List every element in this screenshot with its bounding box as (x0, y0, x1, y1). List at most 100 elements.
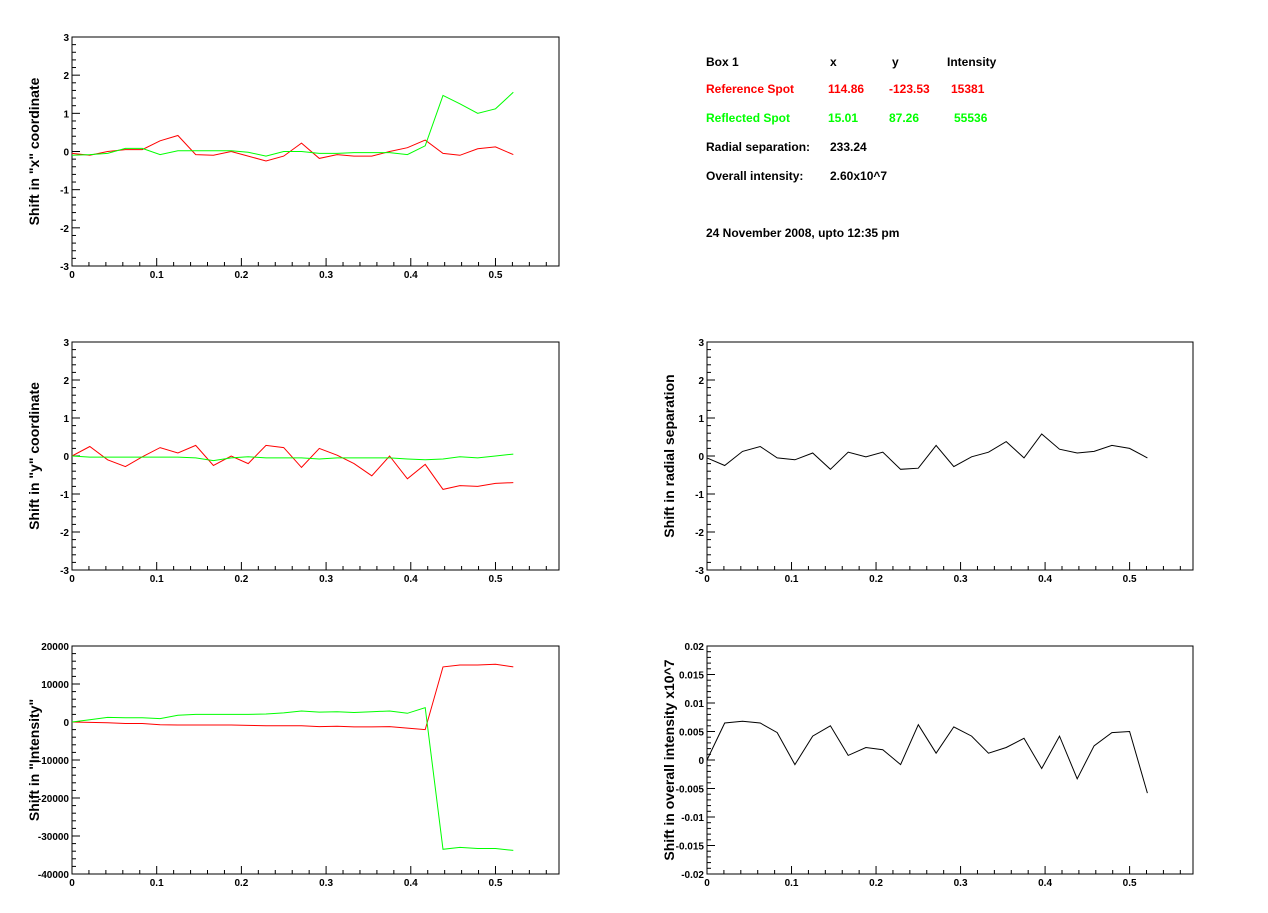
y-axis-title: Shift in "Intensity" (26, 699, 42, 821)
x-tick-label: 0.4 (404, 270, 418, 281)
plot-frame (71, 645, 560, 875)
y-tick-label: -0.015 (676, 842, 705, 853)
y-tick-label: 1 (698, 414, 704, 425)
info-header-intensity: Intensity (947, 55, 997, 69)
x-tick-label: 0.5 (489, 270, 503, 281)
y-tick-label: 20000 (41, 642, 69, 653)
y-tick-label: -3 (60, 262, 69, 273)
y-tick-label: 0.005 (679, 728, 704, 739)
y-tick-label: -0.005 (676, 785, 705, 796)
x-tick-label: 0 (69, 574, 75, 585)
y-tick-label: 3 (63, 33, 69, 44)
x-tick-label: 0.3 (319, 878, 333, 889)
radial-separation-label: Radial separation: (706, 140, 810, 154)
y-tick-label: 0.02 (685, 642, 705, 653)
y-tick-label: -1 (60, 186, 69, 197)
y-tick-label: -20000 (38, 794, 70, 805)
y-tick-label: 0.015 (679, 671, 704, 682)
x-tick-label: 0 (704, 878, 710, 889)
info-header-x: x (830, 55, 837, 69)
series-line-1 (706, 720, 1148, 794)
y-tick-label: 2 (63, 376, 69, 387)
y-tick-label: 3 (698, 338, 704, 349)
y-tick-label: -1 (60, 490, 69, 501)
chart-5: 0 0.1 0.2 0.3 0.4 0.5 -0.02 -0.015 -0.01 -0.005 0 0… (661, 642, 1194, 889)
reflected-spot-intensity: 55536 (954, 111, 988, 125)
y-tick-label: -1 (695, 490, 704, 501)
x-tick-label: 0.2 (234, 270, 248, 281)
y-tick-label: 0 (63, 148, 69, 159)
y-tick-label: 1 (63, 109, 69, 120)
chart-4: 0 0.1 0.2 0.3 0.4 0.5 -3 -2 -1 0 1 2 3 Shift in radia… (661, 338, 1194, 585)
reference-spot-intensity: 15381 (951, 82, 985, 96)
x-tick-label: 0.2 (234, 574, 248, 585)
series-line-1 (706, 433, 1148, 470)
series-line-1 (71, 663, 514, 731)
reflected-spot-label: Reflected Spot (706, 111, 790, 125)
y-tick-label: 0.01 (685, 699, 705, 710)
reference-spot-label: Reference Spot (706, 82, 794, 96)
x-tick-label: 0.1 (150, 574, 164, 585)
series-line-2 (71, 91, 514, 157)
y-axis-title: Shift in "y" coordinate (26, 382, 42, 530)
series-line-1 (71, 444, 514, 490)
plot-frame (706, 341, 1194, 571)
x-tick-label: 0.4 (404, 878, 418, 889)
overall-intensity-label: Overall intensity: (706, 169, 803, 183)
x-tick-label: 0.4 (1038, 878, 1052, 889)
x-tick-label: 0.5 (489, 574, 503, 585)
x-tick-label: 0.3 (954, 574, 968, 585)
y-tick-label: 0 (63, 452, 69, 463)
y-tick-label: -2 (60, 528, 69, 539)
y-axis-title: Shift in "x" coordinate (26, 77, 42, 225)
x-tick-label: 0.1 (785, 878, 799, 889)
y-axis-title: Shift in overall intensity x10^7 (661, 659, 677, 860)
x-tick-label: 0.1 (150, 878, 164, 889)
y-tick-label: -2 (60, 224, 69, 235)
plot-frame (71, 341, 560, 571)
info-panel: Box 1 x y Intensity Reference Spot 114.8… (706, 55, 997, 240)
y-tick-label: -3 (695, 566, 704, 577)
y-tick-label: -3 (60, 566, 69, 577)
plot-frame (706, 645, 1194, 875)
y-tick-label: 3 (63, 338, 69, 349)
x-tick-label: 0.3 (954, 878, 968, 889)
y-tick-label: 1 (63, 414, 69, 425)
charts-layer: 0 0.1 0.2 0.3 0.4 0.5 -3 -2 -1 0 1 2 3 Shift in "x" c… (26, 33, 1194, 889)
info-header-y: y (892, 55, 899, 69)
y-tick-label: -30000 (38, 832, 70, 843)
y-tick-label: -2 (695, 528, 704, 539)
date-text: 24 November 2008, upto 12:35 pm (706, 226, 899, 240)
y-tick-label: 0 (698, 756, 704, 767)
x-tick-label: 0 (69, 878, 75, 889)
y-tick-label: 0 (698, 452, 704, 463)
x-tick-label: 0.5 (1123, 574, 1137, 585)
x-tick-label: 0.5 (489, 878, 503, 889)
x-tick-label: 0.2 (869, 574, 883, 585)
y-axis-title: Shift in radial separation (661, 374, 677, 537)
y-tick-label: 2 (63, 71, 69, 82)
y-tick-label: 0 (63, 718, 69, 729)
chart-2: 0 0.1 0.2 0.3 0.4 0.5 -3 -2 -1 0 1 2 3 Shift in "y" c… (26, 338, 560, 585)
x-tick-label: 0.1 (150, 270, 164, 281)
y-tick-label: 2 (698, 376, 704, 387)
plot-frame (71, 36, 560, 267)
x-tick-label: 0.3 (319, 574, 333, 585)
y-tick-label: -0.01 (681, 813, 704, 824)
x-tick-label: 0.1 (785, 574, 799, 585)
y-tick-label: 10000 (41, 680, 69, 691)
reflected-spot-y: 87.26 (889, 111, 919, 125)
x-tick-label: 0.3 (319, 270, 333, 281)
chart-1: 0 0.1 0.2 0.3 0.4 0.5 -3 -2 -1 0 1 2 3 Shift in "x" c… (26, 33, 560, 281)
x-tick-label: 0 (704, 574, 710, 585)
reference-spot-y: -123.53 (889, 82, 930, 96)
x-tick-label: 0.5 (1123, 878, 1137, 889)
x-tick-label: 0.4 (404, 574, 418, 585)
reflected-spot-x: 15.01 (828, 111, 858, 125)
series-line-1 (71, 134, 514, 162)
info-header-box: Box 1 (706, 55, 739, 69)
series-line-2 (71, 706, 514, 851)
radial-separation-value: 233.24 (830, 140, 867, 154)
chart-3: 0 0.1 0.2 0.3 0.4 0.5 -40000 -30000 -20000 -10000… (26, 642, 560, 889)
